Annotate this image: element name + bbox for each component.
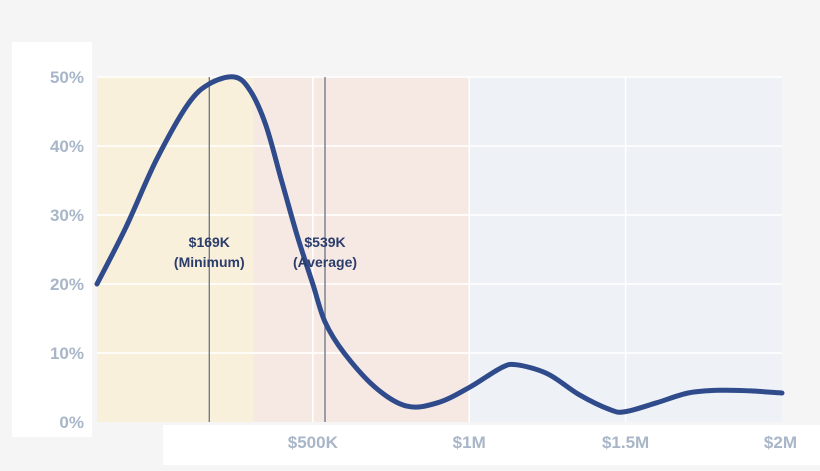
y-axis-panel bbox=[12, 42, 92, 437]
band-low bbox=[97, 77, 254, 422]
x-tick-label: $500K bbox=[288, 433, 339, 452]
marker-caption-label: (Average) bbox=[293, 254, 357, 270]
y-tick-label: 20% bbox=[50, 275, 84, 294]
x-tick-label: $1M bbox=[453, 433, 486, 452]
x-axis-panel bbox=[163, 425, 820, 465]
marker-value-label: $169K bbox=[189, 234, 230, 250]
y-tick-label: 10% bbox=[50, 344, 84, 363]
y-tick-label: 0% bbox=[59, 413, 84, 432]
x-tick-label: $2M bbox=[764, 433, 797, 452]
y-tick-label: 30% bbox=[50, 206, 84, 225]
y-tick-label: 50% bbox=[50, 68, 84, 87]
marker-caption-label: (Minimum) bbox=[174, 254, 245, 270]
series-line-distribution bbox=[94, 74, 785, 415]
marker-value-label: $539K bbox=[304, 234, 345, 250]
band-mid bbox=[253, 77, 470, 422]
x-tick-label: $1.5M bbox=[602, 433, 649, 452]
y-tick-label: 40% bbox=[50, 137, 84, 156]
